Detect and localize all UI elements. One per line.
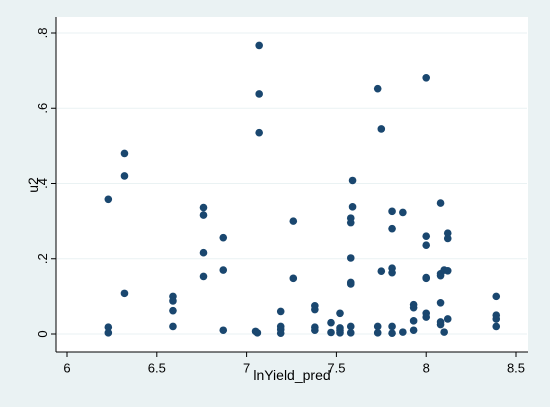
y-tick-label: .8 (35, 28, 50, 39)
data-point (169, 306, 177, 315)
data-point (436, 320, 445, 329)
data-point (199, 211, 208, 219)
data-point (377, 267, 386, 275)
gridlines (57, 32, 527, 335)
data-point (255, 41, 263, 50)
y-tick-label: .6 (35, 103, 50, 114)
x-axis-ticks: 6 6.5 7 7.5 8 8.5 (63, 352, 525, 376)
x-tick-label: 8.5 (507, 361, 525, 376)
data-point (409, 303, 418, 312)
x-tick-label: 8 (423, 361, 430, 376)
y-axis-ticks: 0 .2 .4 .6 .8 (35, 28, 56, 338)
data-point (436, 199, 445, 207)
data-point (422, 274, 431, 283)
data-point (219, 266, 228, 274)
data-point (388, 224, 396, 233)
data-point (199, 203, 208, 212)
x-tick-label: 7.5 (327, 361, 345, 376)
data-point (373, 322, 382, 331)
y-tick-label: 0 (35, 330, 50, 337)
data-point (388, 329, 396, 338)
data-point (388, 268, 396, 277)
data-point (219, 233, 228, 242)
data-point (327, 318, 335, 327)
plot-area (56, 17, 528, 352)
data-point (373, 84, 382, 93)
data-points (104, 41, 501, 338)
data-point (443, 315, 452, 323)
data-point (399, 208, 407, 217)
data-point (348, 176, 357, 185)
data-point (409, 326, 418, 335)
data-point (346, 218, 355, 227)
data-point (443, 229, 452, 237)
data-point (373, 329, 382, 337)
data-point (346, 254, 355, 262)
x-tick-label: 7 (243, 361, 250, 376)
data-point (422, 313, 431, 321)
data-point (409, 317, 418, 325)
data-point (169, 297, 177, 305)
data-point (346, 329, 355, 337)
data-point (104, 329, 113, 337)
data-point (399, 328, 407, 336)
data-point (120, 172, 129, 180)
data-point (492, 315, 501, 323)
data-point (311, 305, 319, 314)
data-point (169, 322, 177, 331)
data-point (388, 207, 396, 216)
data-point (311, 326, 319, 335)
data-point (492, 322, 501, 331)
data-point (199, 272, 208, 281)
y-tick-label: .2 (35, 253, 50, 264)
data-point (422, 73, 431, 82)
data-point (276, 329, 285, 338)
data-point (255, 128, 263, 137)
data-point (436, 271, 445, 280)
data-point (443, 234, 452, 243)
data-point (492, 292, 501, 301)
data-point (276, 307, 285, 316)
data-point (253, 329, 262, 337)
data-point (289, 274, 298, 283)
data-point (336, 309, 344, 318)
data-point (336, 329, 344, 337)
data-point (443, 266, 452, 275)
data-point (104, 195, 113, 204)
data-point (255, 90, 263, 98)
data-point (377, 125, 386, 133)
data-point (199, 248, 208, 257)
x-axis-label: lnYield_pred (253, 367, 330, 383)
data-point (327, 328, 335, 337)
data-point (422, 241, 431, 250)
data-point (346, 280, 355, 288)
data-point (436, 298, 445, 307)
y-axis-label: u2 (25, 177, 41, 193)
data-point (422, 232, 431, 240)
data-point (388, 322, 396, 331)
data-point (120, 289, 129, 298)
data-point (440, 328, 448, 336)
data-point (289, 217, 298, 225)
data-point (120, 149, 129, 158)
data-point (348, 203, 357, 211)
data-point (346, 322, 355, 331)
y-tick-label: .4 (35, 178, 50, 189)
x-tick-label: 6.5 (148, 361, 166, 376)
data-point (219, 326, 228, 335)
data-point (104, 323, 113, 332)
x-tick-label: 6 (63, 361, 70, 376)
